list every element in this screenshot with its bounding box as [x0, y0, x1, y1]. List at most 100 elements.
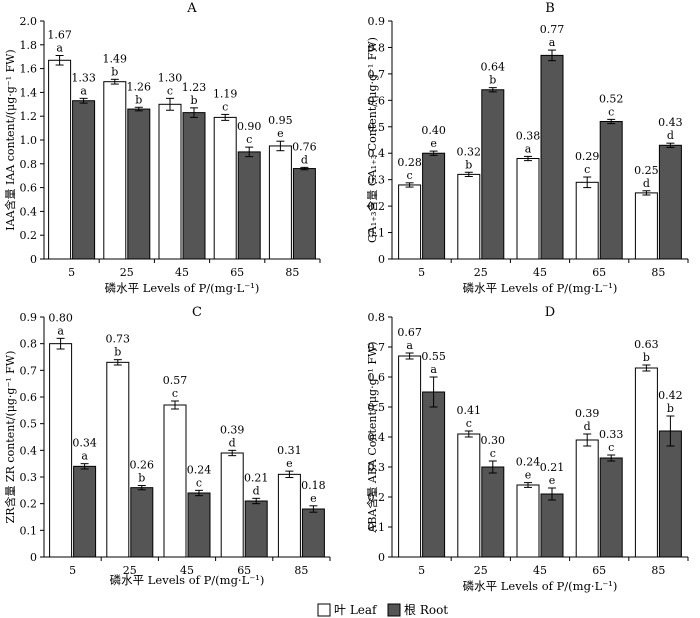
y-tick-label: 0.7 [368, 341, 386, 354]
value-label: 1.19 [213, 87, 238, 100]
y-tick-label: 0.7 [20, 364, 38, 377]
value-label: 0.24 [187, 463, 212, 476]
bar-root [127, 108, 151, 260]
bar-root [301, 508, 325, 558]
significance-letter: d [584, 420, 591, 433]
value-label: 0.63 [634, 338, 659, 351]
y-tick-label: 0.5 [20, 418, 38, 431]
significance-letter: b [667, 402, 674, 415]
x-tick-label: 65 [592, 266, 606, 279]
significance-letter: c [407, 169, 413, 182]
y-tick-label: 1.8 [20, 39, 38, 52]
value-label: 0.73 [106, 333, 131, 346]
y-tick-label: 0.4 [20, 205, 38, 218]
bar-leaf [103, 81, 127, 260]
bar-root [481, 89, 505, 260]
value-label: 0.52 [599, 92, 624, 105]
value-label: 0.64 [481, 61, 506, 74]
y-tick-label: 0.5 [368, 401, 386, 414]
y-tick-label: 0.4 [20, 444, 38, 457]
y-tick-label: 0.2 [20, 498, 38, 511]
significance-letter: c [167, 84, 173, 97]
significance-letter: b [489, 74, 496, 87]
significance-letter: b [114, 346, 121, 359]
y-tick-label: 0.1 [20, 524, 38, 537]
bar-leaf [575, 181, 599, 260]
significance-letter: b [465, 158, 472, 171]
bar-leaf [220, 452, 244, 558]
chart-panel-c: 00.10.20.30.40.50.60.70.80.95a0.80a0.342… [3, 305, 331, 587]
panel-title: B [545, 1, 555, 16]
significance-letter: e [430, 137, 437, 150]
bar-leaf [106, 361, 130, 558]
value-label: 0.39 [575, 407, 600, 420]
value-label: 1.49 [103, 52, 128, 65]
x-tick-label: 5 [418, 564, 425, 577]
bar-root [292, 168, 316, 260]
y-tick-label: 0.3 [368, 461, 386, 474]
bar-leaf [634, 192, 658, 260]
y-tick-label: 0.8 [368, 311, 386, 324]
significance-letter: e [277, 127, 284, 140]
y-tick-label: 0 [30, 551, 37, 564]
significance-letter: e [549, 474, 556, 487]
value-label: 0.55 [421, 350, 446, 363]
significance-letter: d [253, 484, 260, 497]
y-tick-label: 0.2 [368, 200, 386, 213]
y-tick-label: 0.6 [20, 391, 38, 404]
bar-root [72, 100, 96, 260]
x-tick-label: 85 [294, 564, 308, 577]
bar-root [73, 465, 97, 558]
x-tick-label: 25 [474, 564, 488, 577]
y-tick-label: 1.2 [20, 110, 38, 123]
y-tick-label: 1.0 [20, 134, 38, 147]
y-tick-label: 0 [378, 551, 385, 564]
value-label: 0.29 [575, 150, 600, 163]
value-label: 0.25 [634, 164, 659, 177]
bar-leaf [634, 367, 658, 558]
value-label: 1.33 [71, 71, 96, 84]
x-tick-label: 65 [230, 266, 244, 279]
bar-root [599, 457, 623, 558]
bar-leaf [398, 184, 422, 260]
significance-letter: c [490, 447, 496, 460]
value-label: 0.24 [516, 456, 541, 469]
y-tick-label: 0 [30, 253, 37, 266]
value-label: 0.32 [457, 145, 482, 158]
bar-root [130, 487, 154, 558]
value-label: 0.76 [292, 140, 317, 153]
x-tick-label: 65 [592, 564, 606, 577]
bar-leaf [48, 59, 72, 260]
value-label: 1.67 [47, 29, 72, 42]
y-axis-label: IAA含量 IAA content/(μg·g⁻¹ FW) [3, 49, 17, 230]
y-tick-label: 0.3 [20, 471, 38, 484]
legend-swatch-root [387, 603, 401, 617]
significance-letter: c [608, 105, 614, 118]
significance-letter: b [111, 65, 118, 78]
value-label: 0.26 [130, 459, 155, 472]
y-tick-label: 0.2 [368, 491, 386, 504]
bar-leaf [516, 484, 540, 558]
value-label: 0.90 [237, 120, 262, 133]
y-tick-label: 1.6 [20, 63, 38, 76]
significance-letter: a [81, 450, 88, 463]
x-tick-label: 25 [474, 266, 488, 279]
significance-letter: b [138, 472, 145, 485]
significance-letter: a [80, 84, 87, 97]
bar-leaf [163, 404, 187, 558]
value-label: 0.57 [163, 374, 188, 387]
y-tick-label: 0.9 [368, 15, 386, 28]
y-tick-label: 0.2 [20, 229, 38, 242]
bar-root [244, 500, 268, 558]
y-tick-label: 0.8 [368, 41, 386, 54]
bar-root [237, 151, 261, 260]
x-tick-label: 85 [651, 564, 665, 577]
significance-letter: c [608, 441, 614, 454]
significance-letter: c [466, 417, 472, 430]
value-label: 0.31 [277, 444, 302, 457]
x-axis-label: 磷水平 Levels of P/(mg·L⁻¹) [463, 281, 618, 295]
significance-letter: a [56, 42, 63, 55]
significance-letter: d [643, 177, 650, 190]
significance-letter: e [310, 492, 317, 505]
